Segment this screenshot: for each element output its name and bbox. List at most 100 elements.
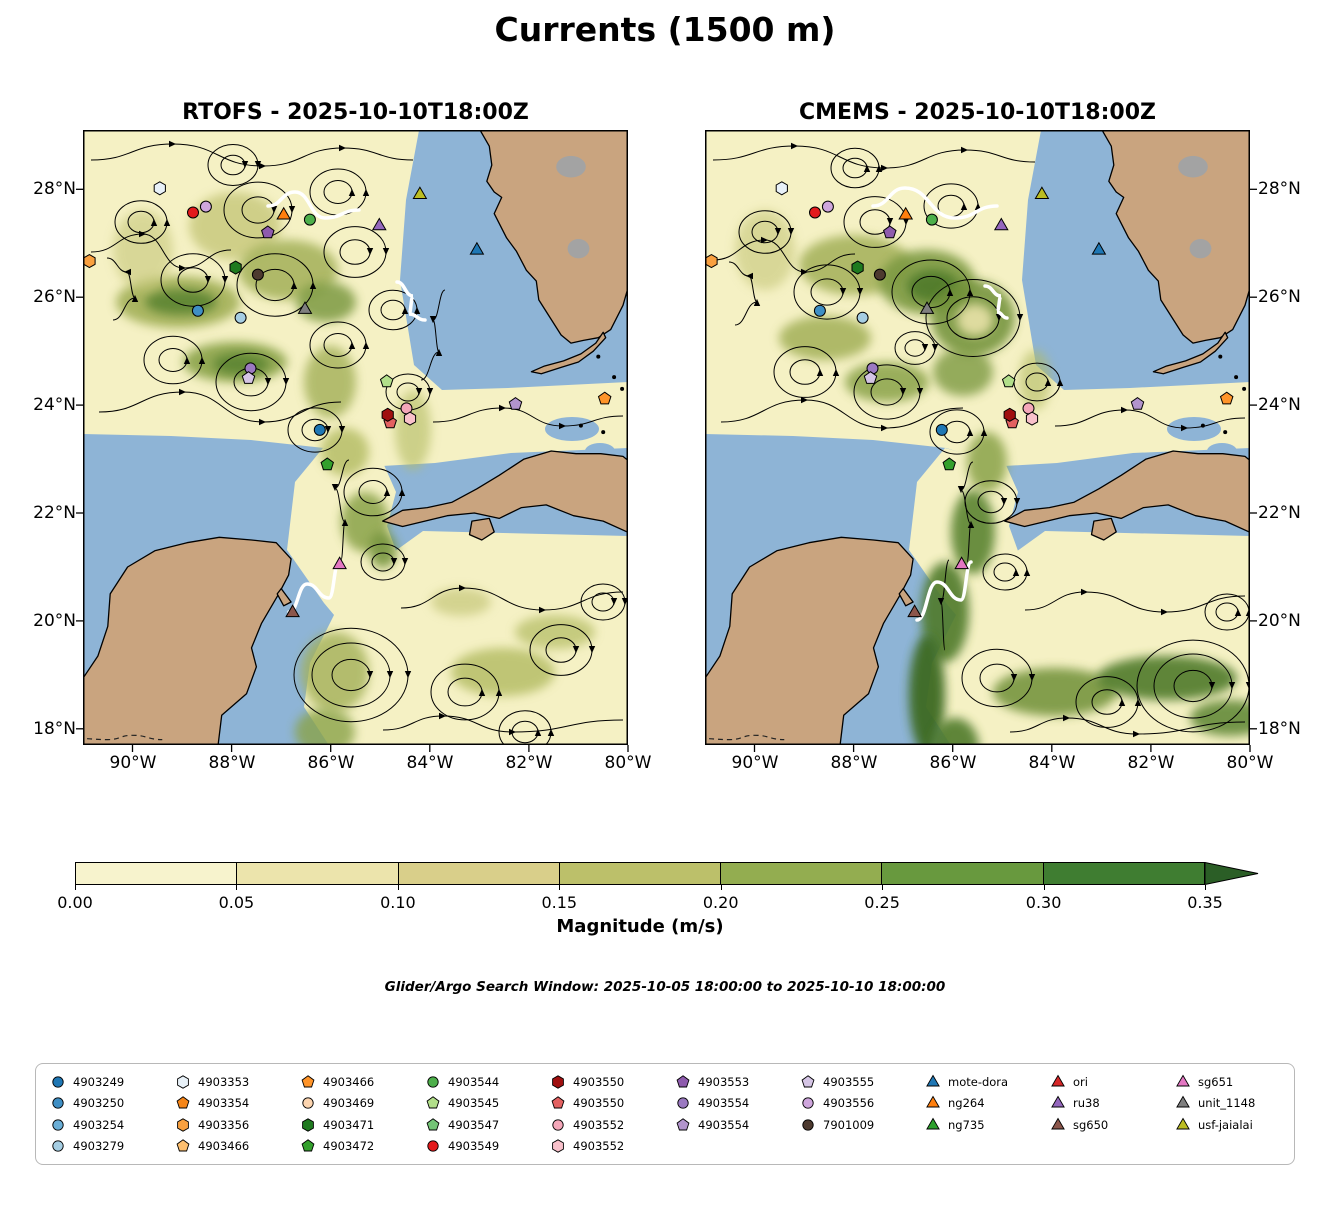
colorbar-segment	[1043, 863, 1204, 884]
streamline-eddy	[529, 624, 596, 676]
legend-entry-label: 4903472	[323, 1139, 375, 1154]
streamline-eddy	[859, 209, 894, 235]
islet	[1200, 423, 1205, 428]
legend-marker-icon	[1176, 1117, 1190, 1130]
glider-marker	[993, 217, 1009, 231]
float-marker	[597, 391, 612, 405]
high-magnitude-region	[369, 532, 397, 568]
float-marker	[320, 457, 334, 471]
float-marker	[1130, 396, 1145, 410]
legend-entry: 4903353	[169, 1071, 294, 1093]
legend-entry-label: 4903550	[573, 1074, 625, 1089]
legend-marker-icon	[176, 1096, 190, 1109]
legend-column: 4903353 4903354 4903356 4903466	[169, 1071, 294, 1164]
legend-column: 4903544 4903545 4903547 4903549	[419, 1071, 544, 1164]
float-marker	[1003, 407, 1016, 422]
streamline-eddy	[241, 196, 278, 224]
streamline-eddy	[236, 253, 317, 317]
streamline	[937, 559, 950, 651]
islet	[629, 403, 633, 407]
float-marker	[191, 304, 204, 317]
streamline	[98, 388, 342, 426]
glider-marker	[1034, 186, 1050, 199]
islet	[601, 430, 606, 435]
legend-marker-icon	[676, 1074, 690, 1088]
legend-entry-label: 4903552	[573, 1139, 625, 1154]
streamline-eddy	[964, 480, 1021, 524]
islet	[578, 423, 583, 428]
lake	[1178, 155, 1208, 178]
legend-entry: sg651	[1169, 1071, 1294, 1093]
glider-track	[395, 280, 427, 322]
streamline-eddy	[810, 278, 847, 306]
legend-entry-label: 4903353	[198, 1074, 250, 1089]
legend-entry-label: 4903553	[698, 1074, 750, 1089]
colorbar	[75, 862, 1205, 885]
legend-entry-label: unit_1148	[1198, 1096, 1256, 1111]
legend-marker-icon	[177, 1118, 189, 1132]
high-magnitude-region	[931, 718, 979, 745]
float-marker	[187, 206, 199, 219]
legend-marker-icon	[52, 1076, 64, 1088]
colorbar-segment	[76, 863, 238, 884]
float-marker	[303, 213, 316, 226]
legend-marker-icon	[1051, 1095, 1065, 1108]
high-magnitude-region	[295, 708, 355, 745]
land-cuba	[382, 450, 628, 534]
lon-tick-label: 80°W	[1226, 753, 1274, 773]
high-magnitude-region	[957, 304, 993, 336]
legend-entry-label: 4903544	[448, 1074, 500, 1089]
map-border	[83, 130, 628, 745]
no-data-patch	[414, 823, 450, 839]
streamline	[720, 396, 964, 432]
legend-marker-icon	[926, 1095, 940, 1108]
legend-entry-label: 4903547	[448, 1117, 500, 1132]
high-magnitude-region	[431, 588, 491, 616]
colorbar-tick	[1205, 885, 1206, 890]
high-magnitude-region	[735, 210, 795, 290]
islet	[1218, 354, 1223, 359]
legend-entry: ori	[1044, 1071, 1169, 1093]
no-data-patch	[508, 809, 560, 829]
streamline-eddy	[143, 335, 206, 385]
land-isla_juventud	[468, 517, 495, 541]
land-florida_keys	[1152, 331, 1229, 375]
lat-tick-label: 20°N	[33, 611, 76, 631]
lon-tick-label: 82°W	[1127, 753, 1175, 773]
legend-entry: 4903249	[44, 1071, 169, 1093]
legend-marker-icon	[176, 1139, 190, 1152]
legend-column: 4903555 4903556 7901009	[794, 1071, 919, 1164]
colorbar-tick	[1043, 885, 1045, 890]
lake	[556, 155, 586, 178]
streamline-eddy	[301, 418, 332, 442]
streamline-eddy	[223, 181, 296, 239]
streamline-eddy	[993, 562, 1020, 582]
legend-entry-label: ng264	[948, 1096, 985, 1111]
float-marker	[381, 407, 394, 422]
colorbar-tick-label: 0.00	[57, 893, 93, 912]
islet	[1242, 386, 1247, 391]
legend-column: 4903466 4903469 4903471 4903472	[294, 1071, 419, 1164]
streamline-eddy	[331, 658, 374, 692]
streamline-eddy	[946, 296, 1003, 340]
streamline-eddy	[911, 275, 954, 309]
colorbar-tick-label: 0.15	[541, 893, 578, 912]
legend-marker-icon	[677, 1097, 689, 1109]
legend-entry-label: 4903549	[448, 1139, 500, 1154]
legend-entry: 4903556	[794, 1093, 919, 1115]
streamline	[400, 584, 624, 614]
float-marker	[1219, 391, 1234, 405]
glider-marker	[371, 217, 387, 231]
legend-marker-icon	[302, 1118, 314, 1132]
lon-tick-label: 86°W	[307, 753, 355, 773]
panel-title-cmems: CMEMS - 2025-10-10T18:00Z	[799, 100, 1156, 125]
land-isla_juventud	[1090, 517, 1117, 541]
no-data-patch	[1130, 809, 1182, 829]
lat-tick-label: 28°N	[1258, 179, 1301, 199]
streamline-eddy	[360, 543, 409, 581]
float-marker	[1001, 374, 1016, 388]
high-magnitude-region	[933, 348, 993, 396]
land-florida	[479, 130, 628, 344]
colorbar-tick	[882, 885, 884, 890]
legend-entry: 4903550	[544, 1093, 669, 1115]
